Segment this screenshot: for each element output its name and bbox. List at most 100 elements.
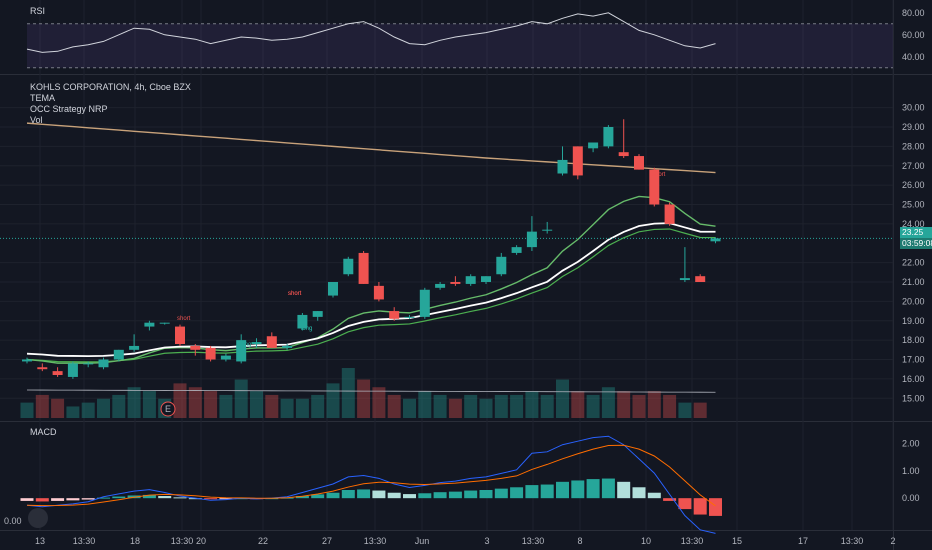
last-price-badge: 23.25	[900, 227, 932, 238]
ma-slow-line	[26, 228, 716, 363]
time-axis-tick: 27	[322, 536, 332, 546]
candle-body	[572, 146, 583, 176]
macd-histogram-bar	[219, 498, 233, 500]
candle-body	[542, 229, 553, 231]
candle-body	[67, 363, 78, 377]
volume-bar	[464, 394, 478, 418]
candle-body	[679, 278, 690, 281]
candle-body	[588, 142, 599, 149]
price-axis-tick: 19.00	[902, 316, 925, 326]
volume-bar	[448, 398, 462, 418]
macd-histogram-bar	[66, 498, 80, 501]
candle-body	[129, 345, 140, 350]
volume-bar	[97, 398, 110, 418]
price-axis-tick: 27.00	[902, 161, 925, 171]
macd-histogram-bar	[647, 492, 661, 499]
signal-label-long: long	[301, 326, 312, 332]
volume-bar	[127, 387, 141, 418]
candle-body	[481, 276, 491, 282]
time-axis-tick: 2	[890, 536, 895, 546]
macd-histogram-bar	[632, 487, 646, 499]
candle-body	[83, 363, 94, 365]
candle-body	[144, 322, 155, 327]
macd-histogram-bar	[142, 494, 156, 499]
price-axis-tick: 21.00	[902, 277, 925, 287]
volume-bar	[142, 391, 156, 418]
price-axis-tick: 15.00	[902, 393, 925, 403]
price-axis-tick: 25.00	[902, 200, 925, 210]
indicator-occ-strategy[interactable]: OCC Strategy NRP	[30, 104, 108, 114]
volume-bar	[372, 387, 386, 418]
bottom-left-value: 0.00	[4, 516, 22, 526]
time-axis-tick: 20	[196, 536, 206, 546]
volume-bar	[295, 398, 309, 418]
candle-body	[297, 314, 308, 329]
candle-body	[312, 311, 323, 317]
macd-histogram-bar	[510, 487, 524, 499]
macd-line	[26, 435, 716, 534]
macd-histogram-bar	[81, 498, 95, 500]
candle-body	[450, 282, 461, 284]
candle-body	[526, 231, 537, 248]
macd-histogram-bar	[601, 478, 615, 499]
volume-bar	[632, 394, 646, 418]
time-axis-tick: 13:30	[522, 536, 545, 546]
candle-body	[389, 311, 400, 319]
volume-bar	[586, 394, 600, 418]
volume-bar	[173, 383, 187, 418]
macd-axis-tick: 2.00	[902, 439, 920, 449]
candle-body	[404, 316, 415, 318]
macd-histogram-bar	[295, 496, 309, 499]
indicator-tema[interactable]: TEMA	[30, 93, 56, 103]
macd-histogram-bar	[709, 498, 722, 516]
volume-bar	[311, 394, 325, 418]
signal-label-long: long	[240, 342, 251, 348]
candle-body	[266, 336, 277, 348]
macd-histogram-bar	[556, 481, 569, 499]
countdown-badge: 03:59:08	[900, 238, 932, 249]
macd-histogram-bar	[173, 497, 187, 499]
rsi-line	[26, 12, 716, 53]
price-axis-tick: 18.00	[902, 335, 925, 345]
macd-histogram-bar	[112, 496, 126, 499]
rsi-label: RSI	[30, 6, 46, 16]
indicator-volume[interactable]: Vol	[30, 115, 43, 125]
macd-histogram-bar	[35, 498, 49, 502]
macd-histogram-bar	[387, 492, 401, 499]
candle-body	[22, 359, 32, 362]
macd-histogram-bar	[525, 485, 539, 499]
candle-body	[328, 282, 338, 296]
volume-bar	[540, 394, 554, 418]
volume-bar	[525, 391, 539, 418]
macd-histogram-bar	[97, 497, 110, 499]
macd-histogram-bar	[540, 484, 554, 499]
time-axis-tick: 17	[798, 536, 808, 546]
volume-bar	[265, 394, 279, 418]
signal-label-short: short	[288, 291, 302, 297]
volume-bar	[81, 402, 95, 418]
candle-body	[710, 238, 721, 242]
candle-body	[37, 367, 48, 370]
candle-body	[220, 355, 231, 360]
volume-bar	[250, 391, 263, 418]
volume-bar	[571, 391, 585, 418]
volume-bar	[234, 379, 248, 418]
macd-histogram-bar	[20, 498, 34, 501]
price-axis-tick: 29.00	[902, 122, 925, 132]
price-axis-tick: 28.00	[902, 141, 925, 151]
candle-body	[695, 276, 706, 282]
candle-body	[251, 342, 262, 344]
tradingview-logo-icon[interactable]	[28, 508, 48, 528]
candle-body	[465, 276, 476, 284]
time-axis-tick: 13:30	[171, 536, 194, 546]
candle-body	[98, 359, 109, 368]
signal-label-long: long	[301, 326, 312, 332]
volume-bar	[280, 398, 294, 418]
volume-bar	[433, 394, 447, 418]
macd-histogram-bar	[479, 490, 493, 499]
signal-label-short: short	[652, 172, 666, 178]
volume-bar	[647, 391, 661, 418]
time-axis-tick: 13:30	[681, 536, 704, 546]
